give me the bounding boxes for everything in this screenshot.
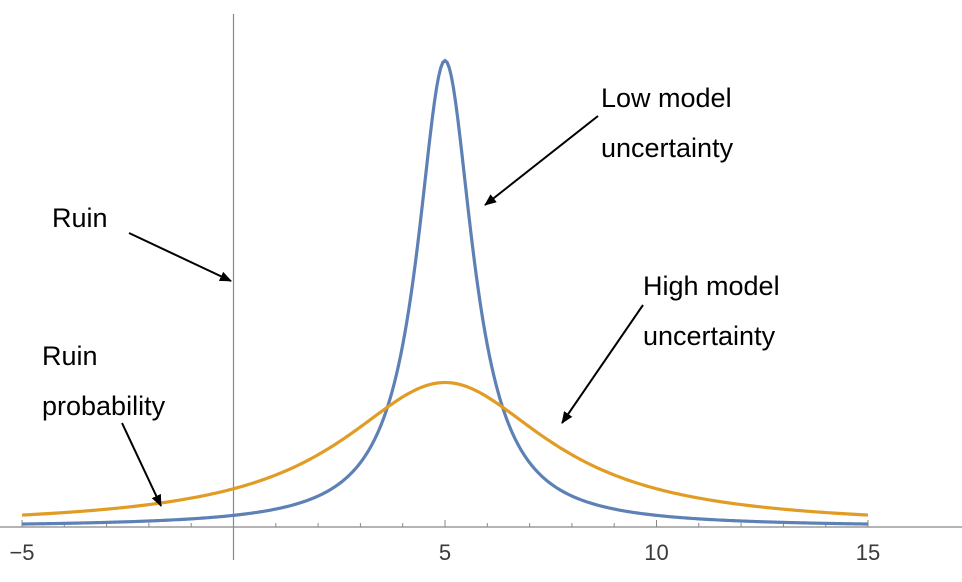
annotation-ruin-probability-line1: Ruin [42,341,98,371]
series-line-low-uncertainty [21,58,869,526]
x-tick-label: 5 [439,540,451,565]
annotation-ruin: Ruin [52,203,108,233]
arrow-ruin [128,232,232,282]
annotation-ruin-probability-line2: probability [42,391,166,421]
x-axis-ticks [21,520,869,527]
x-tick-label: 10 [644,540,668,565]
x-tick-label: 15 [856,540,880,565]
arrow-low-uncertainty [484,115,599,206]
arrow-ruin-probability [121,422,162,507]
series-line-high-uncertainty [21,380,869,517]
annotation-high-uncertainty-line2: uncertainty [643,321,776,351]
x-tick-label: −5 [9,540,34,565]
annotation-low-uncertainty-line2: uncertainty [601,133,734,163]
arrow-high-uncertainty [561,304,644,424]
annotation-low-uncertainty-line1: Low model [601,83,732,113]
annotation-high-uncertainty-line1: High model [643,271,780,301]
